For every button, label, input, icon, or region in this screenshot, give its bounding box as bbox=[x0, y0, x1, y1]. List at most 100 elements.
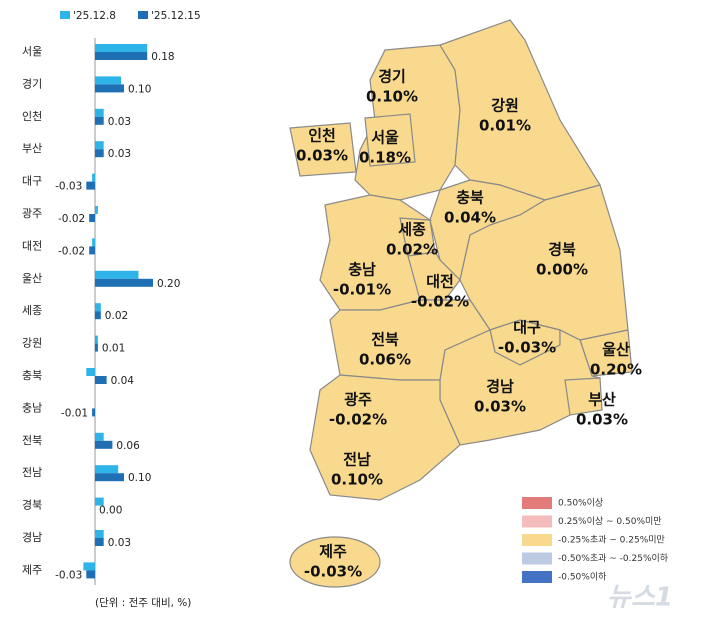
bar bbox=[95, 465, 119, 474]
legend-swatch bbox=[60, 11, 70, 19]
value-label: 0.10 bbox=[128, 83, 151, 95]
value-label: -0.03 bbox=[55, 569, 82, 581]
category-label: 서울 bbox=[22, 45, 42, 58]
region-value: 0.03% bbox=[296, 147, 348, 165]
map-region bbox=[309, 374, 461, 501]
legend-label: 0.50%이상 bbox=[558, 498, 603, 509]
bar bbox=[95, 497, 104, 506]
region-value: -0.02% bbox=[329, 411, 387, 429]
region-value: -0.03% bbox=[498, 339, 556, 357]
region-name: 서울 bbox=[371, 129, 399, 147]
region-value: 0.18% bbox=[359, 149, 411, 167]
region-value: -0.02% bbox=[411, 293, 469, 311]
value-label: 0.02 bbox=[105, 310, 128, 322]
region-value: 0.06% bbox=[359, 351, 411, 369]
region-value: 0.04% bbox=[444, 209, 496, 227]
bar bbox=[92, 173, 95, 182]
category-label: 경기 bbox=[22, 77, 42, 90]
bar bbox=[95, 84, 124, 93]
region-name: 강원 bbox=[491, 97, 519, 115]
value-label: 0.20 bbox=[157, 278, 180, 290]
category-label: 세종 bbox=[22, 304, 42, 317]
region-name: 충북 bbox=[456, 189, 484, 207]
legend-label: 0.25%이상 ~ 0.50%미만 bbox=[558, 516, 662, 527]
category-label: 대구 bbox=[22, 175, 42, 188]
region-name: 울산 bbox=[602, 341, 630, 359]
value-label: -0.02 bbox=[58, 245, 85, 257]
map-region bbox=[439, 19, 601, 201]
bar bbox=[95, 473, 124, 482]
region-value: 0.10% bbox=[366, 88, 418, 106]
region-name: 세종 bbox=[398, 221, 426, 239]
bar bbox=[95, 141, 104, 150]
bar bbox=[92, 408, 95, 417]
bar bbox=[95, 376, 107, 384]
legend-label: '25.12.15 bbox=[151, 10, 201, 22]
map-region bbox=[364, 113, 416, 167]
bar bbox=[95, 343, 98, 352]
region-name: 제주 bbox=[319, 543, 347, 561]
value-label: 0.03 bbox=[108, 537, 131, 549]
bar bbox=[95, 278, 153, 287]
value-label: 0.01 bbox=[102, 343, 125, 355]
region-name: 인천 bbox=[308, 127, 336, 145]
value-label: 0.03 bbox=[108, 148, 131, 160]
bar bbox=[86, 368, 95, 376]
legend-swatch bbox=[522, 515, 552, 528]
region-name: 대전 bbox=[426, 273, 454, 291]
bar bbox=[95, 44, 148, 52]
region-name: 부산 bbox=[588, 391, 616, 409]
bar bbox=[89, 246, 95, 255]
region-value: 0.01% bbox=[479, 117, 531, 135]
map-region bbox=[289, 122, 357, 177]
category-label: 충남 bbox=[22, 401, 42, 414]
value-label: 0.10 bbox=[128, 472, 151, 484]
bar bbox=[95, 530, 104, 538]
region-value: 0.20% bbox=[590, 361, 642, 379]
category-label: 부산 bbox=[22, 142, 42, 155]
category-label: 강원 bbox=[22, 337, 42, 350]
legend-label: '25.12.8 bbox=[73, 10, 116, 22]
bar bbox=[95, 206, 98, 214]
value-label: 0.03 bbox=[108, 116, 131, 128]
category-label: 경북 bbox=[22, 499, 42, 512]
category-label: 광주 bbox=[22, 207, 42, 220]
bar bbox=[95, 52, 148, 60]
region-name: 전남 bbox=[343, 451, 371, 469]
region-name: 경기 bbox=[378, 68, 406, 86]
region-name: 경북 bbox=[548, 241, 576, 259]
watermark: 뉴스1 bbox=[607, 583, 673, 613]
region-name: 대구 bbox=[513, 319, 541, 337]
category-label: 제주 bbox=[22, 563, 42, 576]
bar bbox=[95, 538, 104, 546]
category-label: 전북 bbox=[22, 434, 42, 447]
value-label: 0.06 bbox=[116, 440, 140, 452]
unit-note: (단위 : 전주 대비, %) bbox=[95, 596, 191, 609]
bar bbox=[92, 238, 95, 247]
region-value: 0.02% bbox=[386, 241, 438, 259]
bar bbox=[95, 432, 104, 441]
category-label: 경남 bbox=[22, 531, 42, 544]
legend-label: -0.25%초과 ~ 0.25%미만 bbox=[558, 535, 665, 546]
map-region bbox=[564, 377, 603, 416]
bar bbox=[83, 562, 95, 571]
legend-swatch bbox=[522, 552, 552, 565]
legend-swatch bbox=[522, 497, 552, 509]
value-label: -0.02 bbox=[58, 213, 85, 225]
legend-swatch bbox=[138, 11, 148, 19]
bar bbox=[95, 303, 101, 312]
region-value: 0.03% bbox=[576, 411, 628, 429]
region-value: 0.03% bbox=[474, 398, 526, 416]
region-value: 0.10% bbox=[331, 471, 383, 489]
value-label: -0.03 bbox=[55, 181, 82, 193]
map-region bbox=[289, 536, 381, 588]
bar bbox=[86, 570, 95, 579]
bar bbox=[95, 311, 101, 320]
region-name: 경남 bbox=[486, 378, 514, 396]
bar bbox=[86, 181, 95, 190]
value-label: 0.04 bbox=[111, 375, 135, 387]
region-value: -0.03% bbox=[304, 563, 362, 581]
value-label: 0.00 bbox=[99, 505, 122, 517]
region-name: 전북 bbox=[371, 331, 399, 349]
